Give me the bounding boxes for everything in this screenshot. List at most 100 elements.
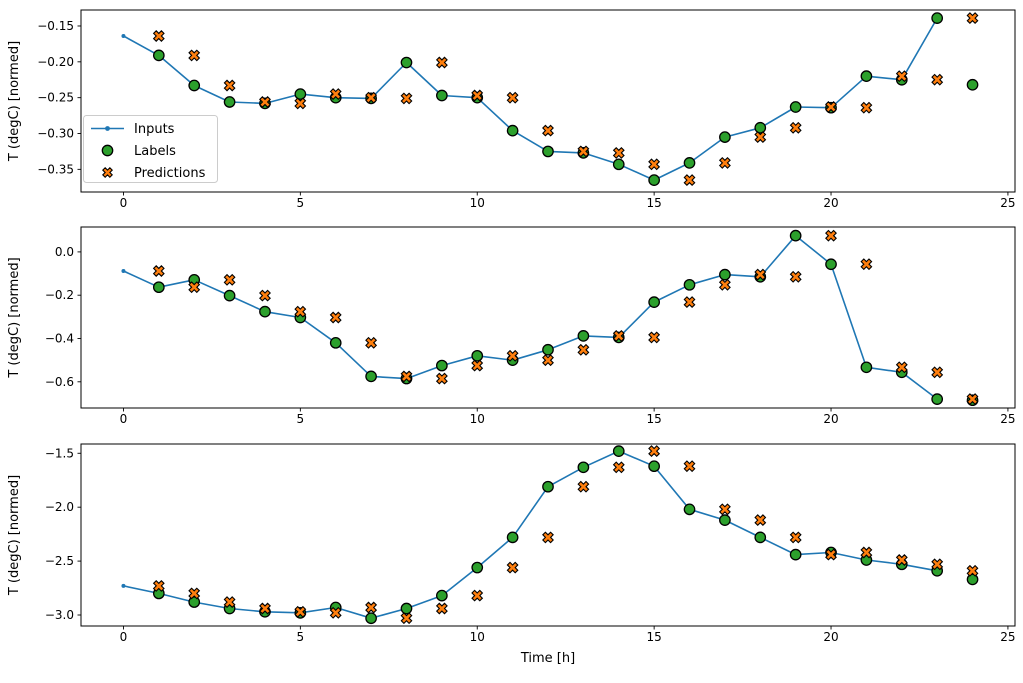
labels-marker: [329, 336, 342, 349]
predictions-marker: [506, 91, 519, 104]
predictions-marker: [294, 97, 307, 110]
predictions-marker: [718, 503, 731, 516]
y-tick-label: 0.0: [55, 245, 74, 259]
inputs-point: [121, 268, 126, 273]
predictions-marker: [259, 96, 271, 108]
predictions-marker: [931, 73, 944, 86]
y-tick-label: −0.30: [37, 127, 74, 141]
labels-marker: [931, 393, 944, 405]
predictions-marker: [648, 445, 661, 458]
y-tick-label: −0.6: [45, 375, 74, 389]
labels-marker: [400, 56, 413, 69]
labels-marker: [719, 514, 731, 526]
labels-marker: [436, 589, 448, 602]
x-tick-label: 10: [470, 196, 485, 210]
legend-inputs-dot: [105, 126, 110, 131]
legend-item-label: Labels: [134, 144, 176, 159]
predictions-marker: [860, 258, 873, 271]
predictions-marker: [860, 546, 873, 559]
y-tick-label: −0.35: [37, 162, 74, 176]
predictions-marker: [400, 92, 413, 105]
labels-marker: [471, 349, 484, 362]
labels-marker: [612, 158, 625, 171]
x-tick-label: 15: [646, 196, 661, 210]
labels-marker: [966, 78, 979, 91]
predictions-marker: [365, 91, 378, 104]
predictions-marker: [825, 229, 837, 242]
x-tick-label: 10: [470, 630, 485, 644]
legend-item-label: Inputs: [134, 122, 175, 137]
labels-marker: [931, 12, 944, 24]
predictions-marker: [223, 273, 236, 286]
predictions-marker: [542, 531, 554, 544]
y-tick-label: −3.0: [45, 608, 74, 622]
labels-marker: [152, 49, 165, 62]
predictions-marker: [966, 564, 979, 577]
predictions-marker: [612, 329, 625, 342]
predictions-marker: [577, 145, 590, 158]
predictions-marker: [825, 101, 837, 113]
labels-marker: [754, 121, 767, 134]
labels-marker: [683, 157, 696, 169]
x-tick-label: 5: [297, 630, 305, 644]
labels-marker: [754, 531, 767, 544]
x-tick-label: 5: [297, 412, 305, 426]
legend-labels-marker: [101, 144, 114, 157]
predictions-marker: [188, 587, 201, 600]
predictions-marker: [506, 349, 519, 362]
labels-marker: [789, 548, 802, 561]
predictions-marker: [329, 606, 342, 619]
labels-marker: [188, 79, 201, 92]
predictions-marker: [648, 158, 661, 171]
predictions-marker: [542, 124, 554, 137]
predictions-marker: [683, 460, 696, 473]
labels-marker: [542, 480, 554, 493]
subplot-2: 0 5 10 15 20 25 0.0 −0.2 −0.4 −0.6 T (degC) [norme…: [7, 226, 1016, 426]
subplot-1: 0 5 10 15 20 25 −0.15 −0.20 −0.25 −0.30 −0.35 T (de…: [7, 9, 1016, 210]
labels-marker: [577, 461, 590, 474]
legend-box: [83, 115, 218, 183]
y-axis-label: T (degC) [normed]: [7, 475, 22, 596]
labels-marker: [436, 89, 448, 102]
labels-marker: [612, 445, 625, 457]
predictions-marker: [895, 70, 908, 83]
labels-marker: [683, 503, 696, 516]
predictions-marker: [577, 480, 590, 493]
labels-marker: [506, 124, 519, 137]
legend: Inputs Labels Predictions: [83, 115, 218, 183]
predictions-marker: [966, 12, 979, 25]
predictions-marker: [471, 89, 484, 102]
predictions-marker: [294, 605, 307, 618]
predictions-marker: [259, 602, 271, 615]
predictions-marker: [152, 265, 165, 277]
labels-marker: [719, 268, 731, 281]
x-tick-label: 25: [1000, 412, 1015, 426]
predictions-marker: [718, 156, 731, 169]
labels-marker: [471, 561, 484, 574]
y-tick-label: −2.5: [45, 554, 74, 568]
predictions-marker: [789, 531, 802, 544]
inputs-line: [123, 17, 938, 181]
labels-marker: [683, 278, 696, 291]
predictions-marker: [648, 331, 661, 344]
labels-marker: [506, 531, 519, 544]
labels-marker: [860, 70, 873, 83]
y-tick-label: −0.2: [45, 288, 74, 302]
inputs-line: [123, 450, 938, 620]
predictions-marker: [718, 278, 731, 291]
axes-frame: [80, 443, 1016, 627]
y-tick-label: −0.4: [45, 332, 74, 346]
x-tick-label: 20: [823, 412, 838, 426]
x-axis-label: Time [h]: [520, 651, 575, 666]
x-tick-label: 25: [1000, 630, 1015, 644]
predictions-marker: [294, 305, 307, 318]
y-axis-label: T (degC) [normed]: [7, 41, 22, 162]
predictions-marker: [188, 49, 201, 62]
labels-marker: [400, 602, 413, 615]
subplot-3: 0 5 10 15 20 25 −1.5 −2.0 −2.5 −3.0 T (degC) [norm…: [7, 443, 1016, 666]
x-tick-label: 15: [646, 630, 661, 644]
predictions-marker: [931, 558, 944, 571]
inputs-line: [123, 234, 938, 400]
